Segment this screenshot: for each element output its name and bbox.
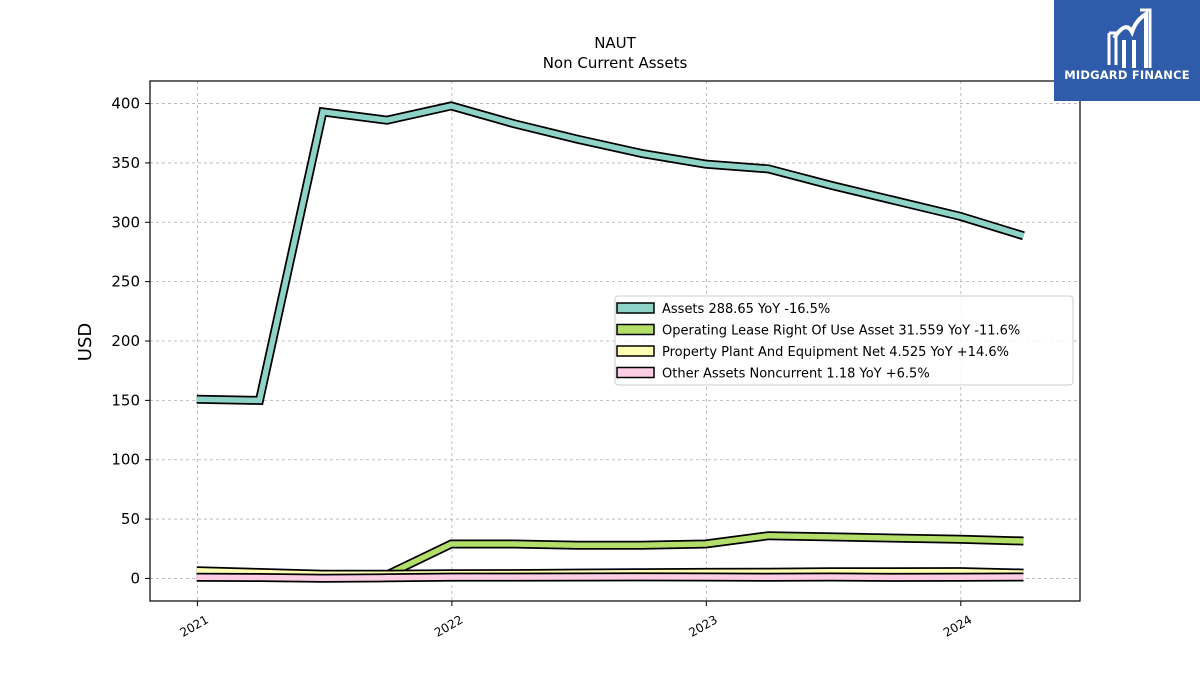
x-tick-label: 2022 [432,612,465,639]
legend: Assets 288.65 YoY -16.5% Operating Lease … [614,295,1074,386]
x-tick-label: 2021 [177,612,210,639]
legend-box [614,295,1074,386]
legend-label: Assets 288.65 YoY -16.5% [662,302,830,317]
midgard-finance-logo: MIDGARD FINANCE [1054,0,1200,101]
legend-swatch [616,302,655,314]
x-tick-label: 2024 [941,612,974,639]
series-line [196,103,1025,404]
legend-label: Other Assets Noncurrent 1.18 YoY +6.5% [662,367,930,382]
y-tick-label: 250 [111,273,140,291]
y-tick-label: 150 [111,391,140,409]
legend-label: Property Plant And Equipment Net 4.525 Y… [662,345,1009,360]
legend-label: Operating Lease Right Of Use Asset 31.55… [662,324,1020,339]
y-tick-label: 350 [111,154,140,172]
x-axis: 2021 2022 2023 2024 [177,601,974,640]
y-tick-label: 200 [111,332,140,350]
logo-mark-icon [1107,8,1152,68]
logo-text: MIDGARD FINANCE [1064,68,1190,82]
legend-swatch [616,345,655,357]
legend-swatch [616,366,655,379]
y-axis: 0 50 100 150 200 250 300 350 400 [111,95,150,587]
y-tick-label: 400 [111,95,140,113]
series-lines [196,101,1025,583]
y-tick-label: 0 [130,569,140,587]
legend-swatch [616,323,655,336]
y-tick-label: 100 [111,451,140,469]
y-tick-label: 300 [111,213,140,231]
x-tick-label: 2023 [686,612,719,639]
y-tick-label: 50 [121,510,140,528]
chart-title: NAUT [594,34,636,52]
series-line [196,574,1024,581]
chart-subtitle: Non Current Assets [543,54,688,72]
y-axis-label: USD [75,323,96,361]
